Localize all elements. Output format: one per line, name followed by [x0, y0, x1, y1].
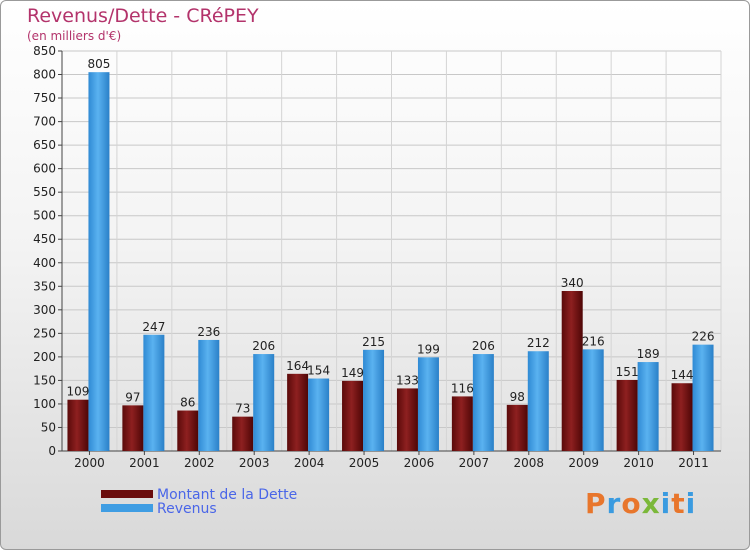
revenus-bar — [417, 357, 439, 451]
y-tick-label: 850 — [33, 44, 56, 58]
y-tick-label: 600 — [33, 162, 56, 176]
x-tick-label: 2009 — [568, 456, 599, 470]
chart-title: Revenus/Dette - CRéPEY — [27, 5, 259, 27]
y-tick-label: 700 — [33, 115, 56, 129]
x-tick-label: 2000 — [74, 456, 105, 470]
y-tick-label: 500 — [33, 209, 56, 223]
logo-letter: i — [660, 487, 672, 520]
y-tick-label: 250 — [33, 326, 56, 340]
y-tick-label: 800 — [33, 68, 56, 82]
revenus-value-label: 215 — [362, 335, 385, 349]
x-tick-label: 2008 — [514, 456, 545, 470]
revenus-bar — [143, 334, 165, 451]
x-tick-label: 2006 — [404, 456, 435, 470]
y-tick-label: 200 — [33, 350, 56, 364]
revenus-value-label: 154 — [307, 364, 330, 378]
debt-bar — [396, 388, 418, 451]
revenus-bar — [692, 344, 714, 451]
x-tick-label: 2011 — [678, 456, 709, 470]
y-tick-label: 0 — [48, 444, 56, 458]
debt-bar — [232, 416, 254, 451]
debt-value-label: 151 — [616, 365, 639, 379]
revenus-value-label: 206 — [472, 339, 495, 353]
y-tick-label: 750 — [33, 91, 56, 105]
debt-bar — [451, 396, 473, 451]
revenus-bar — [253, 354, 275, 451]
x-tick-label: 2001 — [129, 456, 160, 470]
revenus-bar — [582, 349, 604, 451]
debt-value-label: 133 — [396, 373, 419, 387]
grid-lines — [61, 50, 722, 452]
revenus-value-label: 236 — [197, 325, 220, 339]
bars — [67, 72, 714, 452]
x-tick-label: 2007 — [459, 456, 490, 470]
debt-bar — [616, 379, 638, 451]
revenus-value-label: 247 — [142, 320, 165, 334]
revenus-value-label: 206 — [252, 339, 275, 353]
revenus-value-label: 199 — [417, 342, 440, 356]
x-tick-label: 2005 — [349, 456, 380, 470]
debt-value-label: 164 — [286, 359, 309, 373]
y-tick-label: 350 — [33, 279, 56, 293]
revenus-bar — [198, 339, 220, 451]
y-tick-label: 150 — [33, 373, 56, 387]
revenus-bar — [308, 378, 330, 451]
y-tick-label: 550 — [33, 185, 56, 199]
logo-letter: r — [606, 487, 622, 520]
legend-swatch-revenus — [101, 504, 153, 512]
revenus-value-label: 226 — [692, 330, 715, 344]
debt-bar — [506, 404, 528, 451]
logo-letter: t — [671, 487, 686, 520]
x-tick-label: 2010 — [623, 456, 654, 470]
revenus-bar — [472, 354, 494, 451]
revenus-bar — [88, 72, 110, 452]
axes: 0 50 100 150 200 250 300 350 400 450 500 550 600 650 7… — [33, 44, 721, 470]
legend-label-revenus: Revenus — [157, 501, 217, 517]
debt-value-label: 86 — [180, 396, 195, 410]
revenus-value-label: 805 — [88, 57, 111, 71]
debt-bar — [342, 380, 364, 451]
debt-bar — [561, 291, 583, 451]
debt-bar — [671, 383, 693, 451]
y-tick-label: 50 — [41, 420, 56, 434]
chart-subtitle: (en milliers d'€) — [27, 29, 122, 43]
debt-value-label: 73 — [235, 402, 250, 416]
debt-value-label: 109 — [67, 385, 90, 399]
revenus-value-label: 212 — [527, 336, 550, 350]
legend-label-debt: Montant de la Dette — [157, 487, 298, 503]
y-tick-label: 400 — [33, 256, 56, 270]
y-tick-label: 100 — [33, 397, 56, 411]
revenus-bar — [363, 349, 385, 451]
debt-value-label: 98 — [510, 390, 525, 404]
debt-value-label: 149 — [341, 366, 364, 380]
x-tick-label: 2003 — [239, 456, 270, 470]
revenus-bar — [527, 351, 549, 451]
legend-swatch-debt — [101, 490, 153, 498]
debt-bar — [67, 399, 89, 451]
logo-letter: x — [641, 487, 661, 520]
logo-letter: o — [621, 487, 642, 520]
logo-letter: i — [685, 487, 697, 520]
y-tick-label: 650 — [33, 138, 56, 152]
debt-bar — [122, 405, 144, 451]
y-tick-label: 450 — [33, 232, 56, 246]
proxiti-logo: Proxiti — [585, 487, 696, 520]
debt-value-label: 116 — [451, 381, 474, 395]
debt-bar — [287, 373, 309, 451]
debt-value-label: 144 — [671, 368, 694, 382]
x-tick-label: 2002 — [184, 456, 215, 470]
logo-letter: P — [585, 487, 607, 520]
revenus-value-label: 189 — [637, 347, 660, 361]
y-tick-label: 300 — [33, 303, 56, 317]
revenus-value-label: 216 — [582, 334, 605, 348]
debt-value-label: 97 — [125, 390, 140, 404]
debt-value-label: 340 — [561, 276, 584, 290]
revenus-bar — [637, 362, 659, 451]
debt-bar — [177, 410, 199, 451]
x-tick-label: 2004 — [294, 456, 325, 470]
